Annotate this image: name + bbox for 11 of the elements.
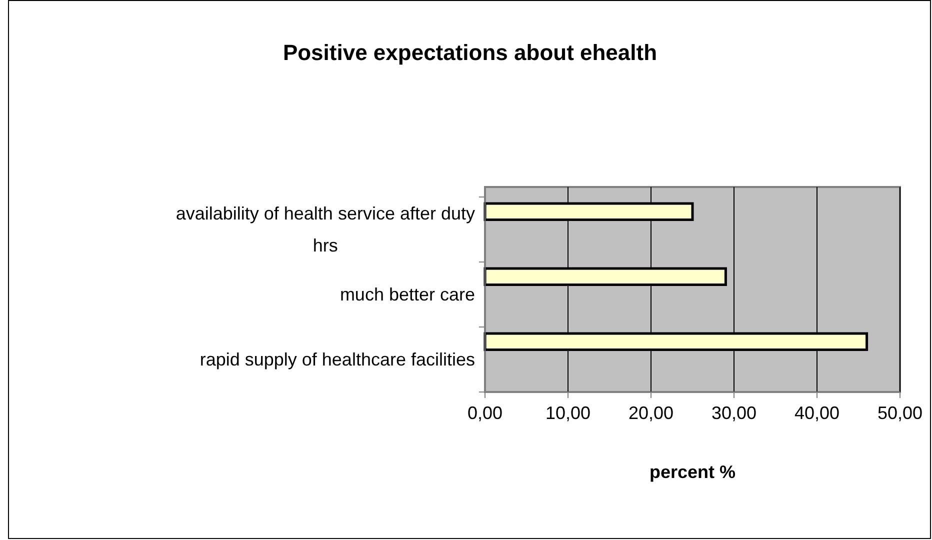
y-tick-label: much better care — [340, 284, 475, 304]
x-tick-label: 40,00 — [794, 403, 840, 423]
x-tick-label: 30,00 — [711, 403, 757, 423]
x-axis-title: percent % — [649, 462, 736, 482]
x-tick-label: 10,00 — [545, 403, 591, 423]
x-tick-label: 50,00 — [877, 403, 923, 423]
chart-title: Positive expectations about ehealth — [282, 40, 658, 65]
y-tick-label: availability of health service after duty hrs — [176, 204, 475, 256]
x-tick-label: 0,00 — [467, 403, 503, 423]
x-tick-label: 20,00 — [628, 403, 674, 423]
y-tick-label: rapid supply of healthcare facilities — [200, 350, 475, 370]
